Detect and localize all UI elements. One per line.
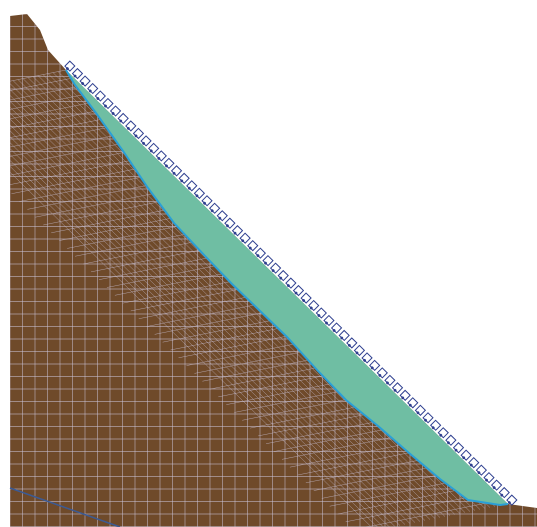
mesh-line (10, 93, 90, 124)
support-symbol (247, 240, 259, 252)
support-symbol (102, 97, 114, 110)
mesh-line (10, 91, 401, 526)
mesh-line (10, 89, 411, 524)
support-symbol (292, 284, 305, 297)
support-symbol (361, 352, 373, 364)
support-symbol (231, 225, 244, 237)
support-symbol (109, 105, 122, 117)
support-symbol (407, 397, 419, 409)
mesh-line (10, 83, 441, 518)
support-symbol (452, 442, 465, 454)
support-symbol (125, 120, 137, 132)
support-symbol (330, 322, 343, 334)
mesh-line (10, 77, 75, 109)
support-symbol (490, 479, 503, 491)
support-symbol (262, 254, 274, 267)
support-symbol (483, 471, 495, 484)
slip-surface-line (65, 69, 509, 507)
support-symbol (429, 419, 442, 431)
support-symbol (369, 359, 381, 372)
support-symbol (353, 344, 366, 357)
support-symbol (163, 157, 175, 170)
support-symbol (64, 60, 76, 72)
mesh-line (10, 84, 436, 519)
support-symbol (71, 67, 84, 80)
support-symbol (148, 142, 160, 155)
support-symbol (460, 449, 472, 461)
mesh-line (10, 108, 106, 140)
support-symbol (437, 427, 449, 439)
mesh-line (10, 93, 391, 527)
mesh-line (10, 132, 130, 163)
support-symbol (338, 329, 350, 342)
support-symbol (475, 464, 488, 476)
support-symbol (178, 172, 190, 184)
support-symbol (346, 337, 358, 349)
mesh-line (10, 86, 426, 521)
mesh-line (10, 87, 421, 522)
mesh-line (10, 101, 98, 132)
support-symbol (140, 135, 152, 147)
support-symbol (414, 404, 427, 416)
support-symbol (254, 247, 267, 259)
support-symbol (224, 217, 236, 229)
slope-surface-supports (64, 60, 518, 506)
support-symbol (391, 382, 404, 394)
support-symbol (445, 434, 457, 446)
support-symbol (422, 412, 434, 424)
support-symbol (117, 112, 129, 125)
mesh-line (10, 81, 451, 516)
mesh-line (10, 90, 406, 525)
mesh-line (10, 92, 396, 527)
mesh-line (10, 124, 122, 155)
support-symbol (239, 232, 251, 244)
support-symbol (315, 307, 327, 319)
support-symbol (308, 299, 320, 312)
mesh-line (10, 96, 376, 527)
mesh-line (10, 94, 386, 527)
mesh-line (10, 95, 381, 527)
support-symbol (300, 292, 312, 304)
mesh-line (10, 88, 416, 523)
soil-body (10, 14, 537, 527)
support-symbol (216, 210, 228, 222)
support-symbol (193, 187, 206, 199)
mesh-line (10, 85, 82, 116)
mesh-line (10, 116, 114, 148)
sliding-mass-region[interactable] (66, 70, 508, 505)
material-interface-line (9, 487, 121, 527)
support-symbol (94, 90, 106, 102)
support-symbol (285, 277, 297, 289)
support-symbol (132, 127, 145, 140)
support-symbol (79, 75, 91, 87)
support-symbol (323, 314, 335, 327)
mesh-line (10, 85, 431, 520)
support-symbol (277, 269, 289, 282)
mesh-line (10, 69, 67, 101)
support-symbol (269, 262, 282, 274)
support-symbol (201, 195, 213, 207)
mesh-line (10, 147, 146, 179)
mesh-line (17, 79, 461, 514)
support-symbol (376, 367, 388, 379)
support-symbol (155, 150, 167, 162)
support-symbol (384, 374, 396, 387)
mesh-line (10, 140, 138, 171)
mesh-line (12, 80, 456, 515)
support-symbol (468, 457, 480, 469)
support-symbol (87, 82, 99, 95)
support-symbol (208, 202, 221, 214)
support-symbol (186, 180, 198, 192)
mesh-line (353, 499, 504, 527)
support-symbol (498, 486, 510, 499)
support-symbol (399, 389, 411, 401)
mesh-line (10, 82, 446, 517)
support-symbol (170, 165, 183, 177)
support-symbol (506, 494, 518, 506)
